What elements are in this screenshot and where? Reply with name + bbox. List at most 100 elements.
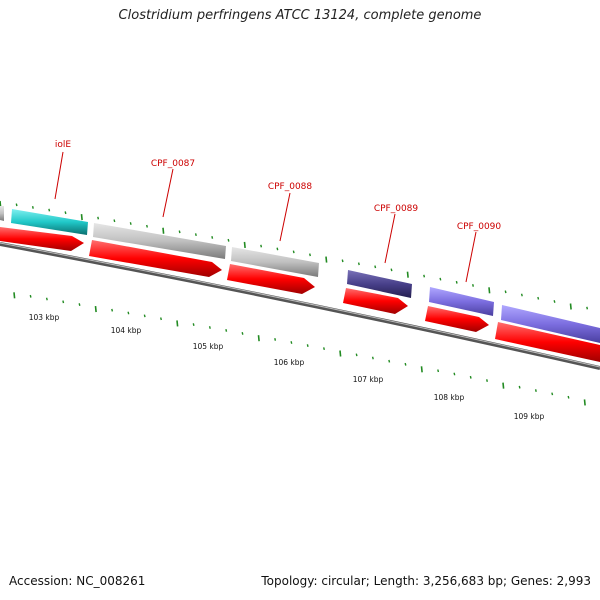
lower-tick-row bbox=[13, 292, 586, 406]
lower-tick-minor bbox=[127, 311, 130, 315]
upper-tick-minor bbox=[537, 296, 540, 300]
accession-label: Accession: NC_008261 bbox=[9, 574, 146, 588]
upper-tick-minor bbox=[586, 306, 589, 310]
upper-tick-minor bbox=[178, 230, 181, 234]
upper-tick-minor bbox=[15, 203, 18, 207]
lower-tick-major bbox=[94, 306, 97, 313]
upper-tick-minor bbox=[439, 277, 442, 281]
map-title: Clostridium perfringens ATCC 13124, comp… bbox=[118, 8, 482, 23]
lower-tick-minor bbox=[78, 303, 81, 306]
scale-label-104: 104 kbp bbox=[111, 326, 142, 335]
leader-line-CPF_0090 bbox=[465, 231, 477, 283]
lower-tick-minor bbox=[567, 395, 570, 399]
lower-tick-minor bbox=[518, 385, 521, 389]
gene-label-CPF_0087: CPF_0087 bbox=[151, 159, 195, 169]
lower-tick-minor bbox=[208, 326, 211, 329]
lower-tick-minor bbox=[469, 375, 472, 379]
lower-tick-minor bbox=[241, 332, 244, 335]
feature-block-CPF_0089 bbox=[347, 270, 412, 298]
lower-tick-minor bbox=[274, 338, 277, 341]
upper-tick-minor bbox=[64, 211, 67, 215]
lower-tick-major bbox=[502, 382, 505, 389]
lower-tick-minor bbox=[29, 294, 32, 298]
lower-tick-minor bbox=[62, 300, 65, 304]
feature-block-CPF_0090 bbox=[429, 287, 494, 316]
gene-label-CPF_0089: CPF_0089 bbox=[374, 204, 419, 214]
gene-arrow-CPF_0087 bbox=[89, 240, 222, 277]
upper-tick-minor bbox=[31, 206, 34, 209]
gene-arrow-CPF_0090 bbox=[425, 306, 489, 332]
upper-tick-minor bbox=[97, 216, 100, 220]
upper-tick-minor bbox=[553, 300, 556, 303]
gene-label-CPF_0088: CPF_0088 bbox=[268, 182, 313, 192]
backbone-highlight bbox=[0, 242, 600, 368]
lower-tick-minor bbox=[192, 323, 195, 326]
backbone-line bbox=[0, 242, 600, 370]
feature-block-next bbox=[501, 305, 600, 343]
upper-tick-major bbox=[325, 256, 328, 263]
upper-tick-minor bbox=[194, 233, 197, 237]
upper-tick-minor bbox=[309, 253, 311, 257]
lower-tick-minor bbox=[371, 356, 374, 360]
scale-label-109: 109 kbp bbox=[514, 412, 545, 421]
feature-track-red bbox=[0, 227, 600, 362]
upper-tick-minor bbox=[146, 224, 148, 228]
lower-tick-minor bbox=[160, 317, 162, 321]
lower-tick-minor bbox=[45, 297, 48, 301]
upper-tick-minor bbox=[390, 268, 393, 272]
leader-line-CPF_0089 bbox=[384, 213, 396, 264]
feature-block-iolE bbox=[11, 209, 88, 235]
genome-summary: Topology: circular; Length: 3,256,683 bp… bbox=[261, 574, 591, 588]
upper-tick-major bbox=[488, 287, 491, 294]
upper-tick-major bbox=[80, 214, 83, 221]
lower-tick-major bbox=[257, 335, 260, 342]
upper-tick-minor bbox=[276, 247, 279, 251]
lower-tick-minor bbox=[534, 389, 537, 392]
scale-label-108: 108 kbp bbox=[434, 393, 465, 402]
lower-tick-major bbox=[583, 399, 586, 406]
lower-tick-minor bbox=[111, 308, 114, 312]
gene-arrow-iolE bbox=[0, 227, 84, 251]
gene-arrow-next bbox=[495, 322, 600, 362]
lower-tick-minor bbox=[225, 329, 228, 332]
lower-tick-minor bbox=[290, 341, 293, 344]
lower-tick-minor bbox=[143, 314, 146, 318]
lower-tick-major bbox=[13, 292, 16, 299]
upper-tick-minor bbox=[48, 208, 51, 212]
lower-tick-major bbox=[339, 350, 342, 357]
lower-tick-minor bbox=[404, 362, 407, 366]
upper-tick-minor bbox=[227, 238, 230, 242]
feature-block-CPF_0087 bbox=[93, 223, 226, 259]
upper-tick-minor bbox=[260, 244, 263, 248]
scale-label-107: 107 kbp bbox=[353, 375, 384, 384]
upper-tick-minor bbox=[211, 236, 214, 239]
gene-label-CPF_0090: CPF_0090 bbox=[457, 222, 502, 232]
lower-tick-minor bbox=[388, 359, 391, 363]
gene-arrow-CPF_0089 bbox=[343, 288, 408, 314]
upper-tick-major bbox=[243, 241, 246, 248]
leader-line-CPF_0088 bbox=[279, 192, 291, 242]
upper-tick-minor bbox=[292, 250, 295, 254]
lower-tick-minor bbox=[437, 369, 440, 373]
lower-tick-minor bbox=[306, 344, 309, 347]
upper-tick-minor bbox=[423, 274, 426, 278]
leader-line-CPF_0087 bbox=[162, 168, 174, 218]
lower-tick-minor bbox=[355, 353, 358, 357]
upper-tick-major bbox=[406, 271, 409, 278]
gene-label-iolE: iolE bbox=[55, 140, 72, 150]
upper-tick-major bbox=[162, 227, 165, 234]
upper-tick-minor bbox=[374, 265, 377, 269]
upper-tick-minor bbox=[455, 280, 458, 284]
upper-tick-row bbox=[0, 200, 589, 310]
feature-block-CPF_0088 bbox=[231, 247, 319, 277]
upper-tick-minor bbox=[472, 284, 474, 287]
upper-tick-minor bbox=[504, 290, 507, 294]
upper-tick-minor bbox=[520, 293, 523, 297]
scale-label-103: 103 kbp bbox=[29, 313, 60, 322]
upper-tick-minor bbox=[357, 262, 360, 266]
lower-tick-minor bbox=[323, 347, 325, 351]
feature-track-upper bbox=[0, 206, 600, 343]
lower-tick-minor bbox=[551, 392, 554, 396]
lower-tick-major bbox=[420, 366, 423, 373]
